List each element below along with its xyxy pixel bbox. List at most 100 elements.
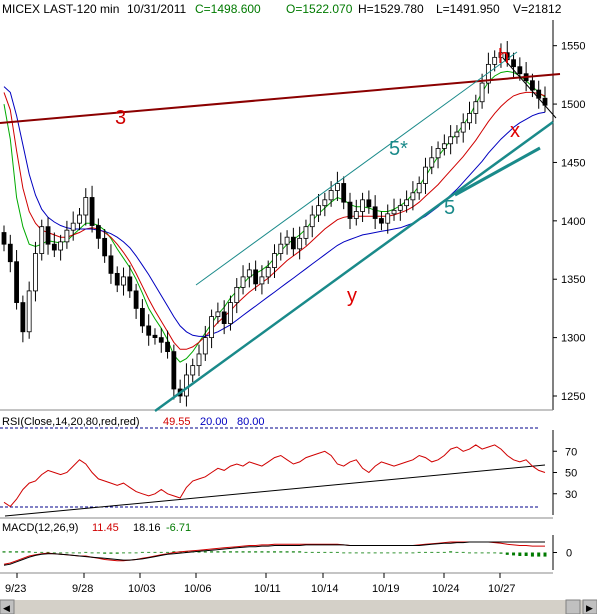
candle-body xyxy=(83,197,89,216)
trendline-h xyxy=(502,57,557,119)
macd-histogram-bar xyxy=(417,551,421,553)
candle-body xyxy=(64,229,70,243)
candle-body xyxy=(228,302,233,324)
x-tick-label: 10/06 xyxy=(184,583,212,595)
candle-body xyxy=(26,290,32,333)
scroll-right-button[interactable] xyxy=(582,599,597,614)
annotation-wave-5: 5 xyxy=(444,197,455,219)
rsi-title: RSI(Close,14,20,80,red,red) xyxy=(2,416,140,428)
macd-histogram-bar xyxy=(518,552,522,556)
candle-body xyxy=(504,52,510,61)
macd-histogram-bar xyxy=(203,551,207,553)
candle-body xyxy=(511,59,516,68)
rsi-tick-label: 30 xyxy=(565,489,577,501)
candle-body xyxy=(246,269,252,278)
macd-histogram-bar xyxy=(77,552,81,554)
x-tick-label: 10/14 xyxy=(311,583,339,595)
scroll-left-button[interactable] xyxy=(0,599,15,614)
candle-body xyxy=(335,183,340,191)
candle-body xyxy=(77,214,82,224)
rsi-tick-label: 70 xyxy=(565,446,577,458)
candle-body xyxy=(297,237,303,250)
candle-body xyxy=(259,276,265,285)
macd-histogram-bar xyxy=(8,551,12,553)
horizontal-scrollbar[interactable]: ◀ ▶ xyxy=(0,599,597,614)
candle-body xyxy=(498,52,504,58)
candle-body xyxy=(423,166,428,184)
candle-body xyxy=(7,243,13,263)
macd-histogram-bar xyxy=(310,551,314,553)
candle-body xyxy=(290,236,296,250)
macd-value: 11.45 xyxy=(92,522,119,534)
price-tick-label: 1550 xyxy=(561,41,585,53)
macd-histogram-bar xyxy=(411,552,415,554)
trendline-lower xyxy=(154,120,554,413)
macd-histogram-bar xyxy=(15,551,19,553)
macd-histogram-bar xyxy=(398,552,402,554)
candle-body xyxy=(322,199,328,207)
candle-body xyxy=(360,199,365,212)
macd-histogram-bar xyxy=(537,552,541,557)
candle-body xyxy=(158,337,164,343)
candle-body xyxy=(234,286,240,303)
candle-body xyxy=(39,226,45,254)
scrollbar-thumb[interactable] xyxy=(565,599,581,614)
candle-body xyxy=(121,276,126,286)
macd-histogram-bar xyxy=(530,552,534,557)
macd-histogram-bar xyxy=(379,552,383,554)
macd-tick-label: 0 xyxy=(566,548,572,560)
macd-histogram-bar xyxy=(140,551,144,553)
candle-body xyxy=(20,302,26,333)
moving-average-line xyxy=(3,86,546,337)
trendlines xyxy=(0,51,561,413)
x-tick-label: 9/23 xyxy=(5,583,26,595)
rsi-axis-ticks: 70 50 30 xyxy=(553,446,577,501)
rsi-lower-level: 20.00 xyxy=(200,416,228,428)
x-tick-label: 10/03 xyxy=(128,583,156,595)
macd-histogram-bar xyxy=(33,551,37,553)
candle-body xyxy=(45,226,51,245)
macd-histogram-bar xyxy=(449,551,453,553)
candle-body xyxy=(209,316,214,339)
candle-body xyxy=(95,225,101,239)
macd-histogram-bar xyxy=(298,551,302,553)
header-symbol: MICEX LAST-120 min xyxy=(2,2,119,16)
trendline-5 xyxy=(454,146,541,197)
macd-histogram-value: -6.71 xyxy=(166,522,191,534)
scrollbar-track[interactable] xyxy=(0,600,597,614)
macd-histogram-bar xyxy=(361,552,365,554)
candle-body xyxy=(184,374,189,397)
macd-histogram-bar xyxy=(543,552,547,557)
macd-histogram-bar xyxy=(109,552,113,554)
candle-body xyxy=(202,337,208,355)
macd-histogram-bar xyxy=(84,551,88,553)
macd-axis-ticks: 0 xyxy=(553,548,572,560)
header-close: C=1498.600 xyxy=(195,2,261,16)
macd-histogram-bar xyxy=(134,552,138,554)
macd-histogram-bar xyxy=(273,551,276,553)
candle-body xyxy=(89,197,95,226)
candle-body xyxy=(397,205,403,211)
macd-histogram-bar xyxy=(103,552,107,554)
macd-series-line xyxy=(3,541,545,566)
candle-body xyxy=(316,205,321,216)
macd-histogram-bar xyxy=(524,552,528,556)
candle-body xyxy=(108,255,114,274)
candle-body xyxy=(1,232,7,245)
candle-body xyxy=(171,351,177,390)
candle-body xyxy=(165,341,170,353)
candle-body xyxy=(278,243,284,254)
macd-histogram-bar xyxy=(65,552,69,554)
annotation-wave-3: 3 xyxy=(115,107,126,129)
candle-body xyxy=(133,290,139,309)
macd-histogram-bar xyxy=(285,551,289,553)
macd-histogram-bar xyxy=(474,552,478,554)
candle-body xyxy=(215,311,221,317)
candle-body xyxy=(253,269,259,285)
candle-body xyxy=(265,267,271,278)
candle-body xyxy=(284,236,290,245)
candle-body xyxy=(460,122,466,133)
macd-histogram-bar xyxy=(96,552,100,554)
candle-body xyxy=(152,334,158,339)
price-tick-label: 1400 xyxy=(561,216,585,228)
